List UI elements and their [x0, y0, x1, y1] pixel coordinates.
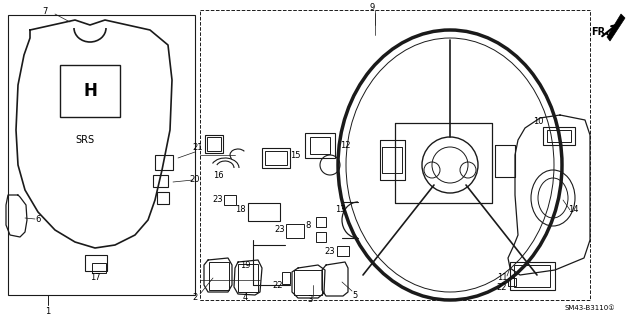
Text: 22: 22 [497, 284, 508, 293]
Text: 6: 6 [35, 216, 40, 225]
Bar [262, 148, 290, 168]
Bar [543, 127, 575, 145]
Text: 2: 2 [193, 293, 198, 302]
Bar [200, 10, 590, 300]
Bar [514, 265, 550, 287]
Bar [286, 224, 304, 238]
Text: SRS: SRS [76, 135, 95, 145]
Bar [207, 137, 221, 151]
Text: FR.: FR. [591, 27, 609, 37]
Text: SM43-B3110①: SM43-B3110① [564, 305, 615, 311]
Text: 1: 1 [45, 307, 51, 315]
Bar [8, 15, 195, 295]
Bar [316, 232, 326, 242]
Text: 10: 10 [532, 117, 543, 127]
Bar [508, 278, 516, 286]
Text: 8: 8 [305, 220, 310, 229]
Text: 12: 12 [340, 140, 350, 150]
Bar [60, 65, 120, 117]
Bar [155, 155, 173, 170]
Text: 15: 15 [290, 151, 300, 160]
Text: 14: 14 [568, 205, 579, 214]
Text: 13: 13 [335, 205, 346, 214]
Bar [305, 133, 335, 158]
Text: 4: 4 [243, 293, 248, 302]
Bar [282, 272, 290, 284]
Bar [294, 270, 322, 295]
Text: 11: 11 [497, 273, 508, 283]
Text: 23: 23 [275, 226, 285, 234]
Bar [265, 151, 287, 165]
Bar [310, 137, 330, 154]
Bar [547, 130, 571, 142]
Bar [238, 264, 258, 292]
Text: 17: 17 [90, 273, 100, 283]
Bar [85, 255, 107, 271]
Text: 7: 7 [42, 6, 48, 16]
Bar [205, 135, 223, 153]
Bar [209, 262, 229, 290]
Bar [153, 175, 168, 187]
Bar [248, 203, 280, 221]
Polygon shape [607, 14, 625, 41]
Text: 9: 9 [369, 3, 374, 11]
Text: 21: 21 [193, 144, 204, 152]
Text: 18: 18 [235, 205, 245, 214]
Bar [316, 217, 326, 227]
Text: H: H [83, 82, 97, 100]
Text: 22: 22 [273, 280, 284, 290]
Text: 19: 19 [240, 261, 250, 270]
Text: 20: 20 [189, 175, 200, 184]
Bar [510, 262, 555, 290]
Text: 23: 23 [324, 248, 335, 256]
Text: 23: 23 [212, 196, 223, 204]
Text: 3: 3 [307, 295, 313, 305]
Bar [92, 263, 106, 273]
Bar [224, 195, 236, 205]
Bar [337, 246, 349, 256]
Bar [157, 192, 169, 204]
Text: 5: 5 [353, 291, 358, 300]
Text: 16: 16 [212, 170, 223, 180]
